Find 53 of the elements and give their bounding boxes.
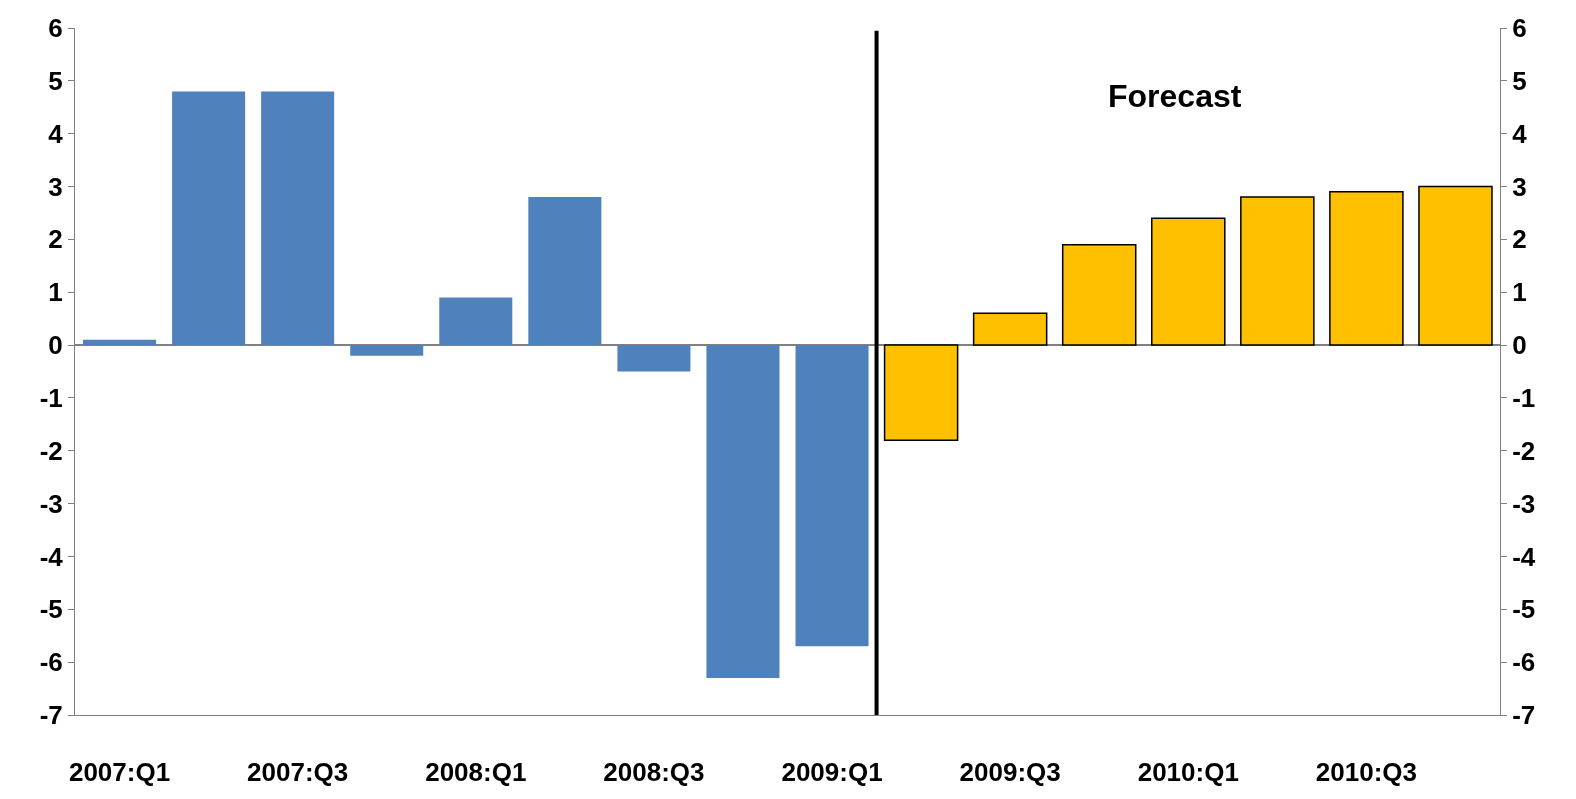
x-tick-label: 2009:Q1 [781, 757, 883, 788]
y-tick-label: -3 [39, 488, 63, 519]
bar [972, 312, 1048, 346]
bar [439, 297, 513, 346]
x-tick-label: 2008:Q1 [425, 757, 527, 788]
bar [83, 339, 157, 346]
y2-tick-label: 5 [1512, 65, 1527, 96]
bar [1418, 185, 1493, 346]
x-tick-label: 2008:Q3 [603, 757, 705, 788]
y2-tick-label: -5 [1512, 594, 1536, 625]
y-tick-label: 5 [48, 65, 63, 96]
bar [706, 345, 780, 679]
y2-tick-label: -1 [1512, 383, 1536, 414]
y-tick-label: -2 [39, 435, 63, 466]
y-tick-label: -6 [39, 647, 63, 678]
bar [261, 91, 335, 346]
y2-tick-label: 6 [1512, 13, 1527, 44]
y-tick-label: -1 [39, 383, 63, 414]
bar [1329, 191, 1404, 346]
bar [1061, 243, 1137, 346]
bar [1240, 196, 1315, 346]
bar [617, 345, 691, 372]
y2-tick-label: 3 [1512, 171, 1527, 202]
bar [795, 345, 869, 647]
x-tick-label: 2007:Q1 [68, 757, 171, 788]
y-tick-label: 2 [48, 224, 63, 255]
y-tick-label: -4 [39, 541, 64, 572]
x-tick-label: 2007:Q3 [247, 757, 349, 788]
y-tick-label: -7 [39, 700, 63, 731]
bar [350, 345, 424, 356]
y2-tick-label: -7 [1512, 700, 1536, 731]
y-tick-label: 1 [48, 277, 63, 308]
bar [528, 197, 602, 346]
y2-tick-label: 4 [1512, 118, 1528, 149]
y-tick-label: 0 [48, 330, 63, 361]
y2-tick-label: 1 [1512, 277, 1527, 308]
y-tick-label: -5 [39, 594, 63, 625]
y-tick-label: 6 [48, 13, 63, 44]
x-tick-label: 2010:Q1 [1137, 757, 1239, 788]
y2-tick-label: -6 [1512, 647, 1536, 678]
x-tick-label: 2009:Q3 [959, 757, 1061, 788]
y2-tick-label: 2 [1512, 224, 1527, 255]
y2-tick-label: 0 [1512, 330, 1527, 361]
bar [1151, 217, 1226, 346]
y2-tick-label: -3 [1512, 488, 1536, 519]
y2-tick-label: -2 [1512, 435, 1536, 466]
x-tick-label: 2010:Q3 [1315, 757, 1417, 788]
y2-tick-label: -4 [1512, 541, 1536, 572]
bar [883, 344, 959, 441]
bar [172, 91, 246, 346]
annotation: Forecast [1108, 78, 1242, 114]
y-tick-label: 4 [48, 118, 64, 149]
y-tick-label: 3 [48, 171, 63, 202]
